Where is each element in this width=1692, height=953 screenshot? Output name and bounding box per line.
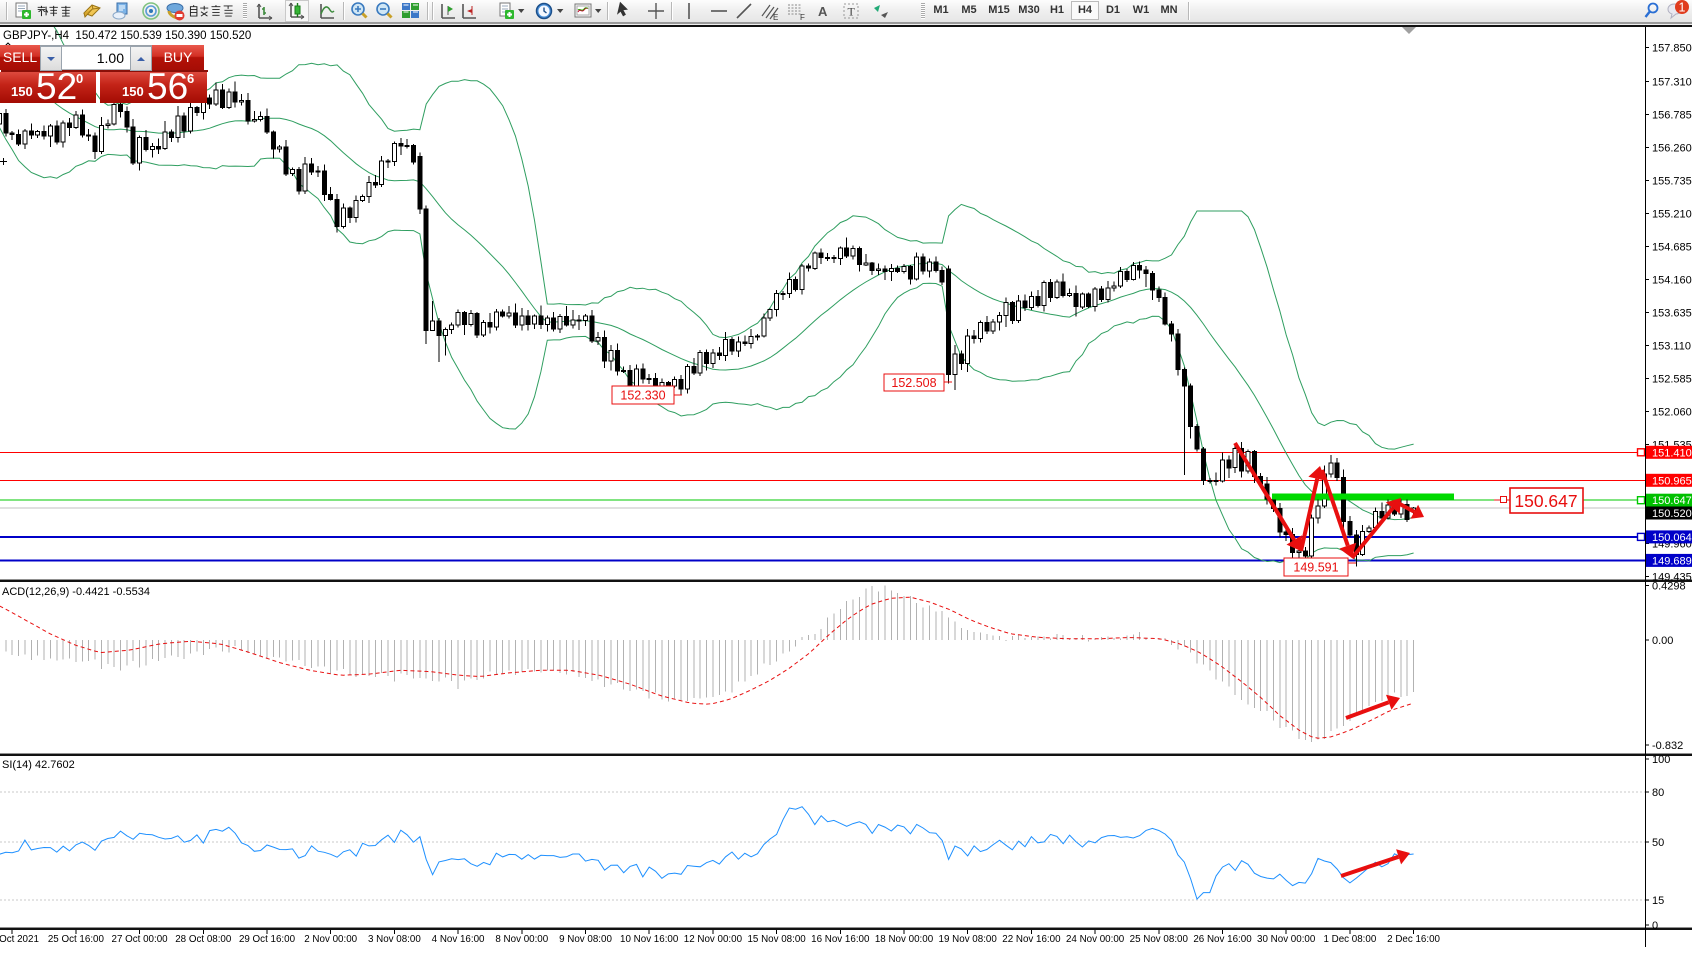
svg-text:149.591: 149.591 — [1293, 561, 1338, 575]
svg-text:0.4298: 0.4298 — [1652, 581, 1686, 593]
svg-text:T: T — [848, 5, 856, 19]
svg-text:153.110: 153.110 — [1652, 341, 1691, 353]
svg-text:150.520: 150.520 — [1652, 508, 1692, 520]
svg-text:16 Nov 16:00: 16 Nov 16:00 — [811, 934, 870, 945]
svg-text:150.647: 150.647 — [1514, 491, 1577, 511]
svg-text:151.410: 151.410 — [1652, 447, 1692, 459]
svg-text:80: 80 — [1652, 787, 1664, 799]
svg-text:150.965: 150.965 — [1652, 475, 1692, 487]
svg-text:152.330: 152.330 — [620, 389, 665, 403]
svg-text:154.685: 154.685 — [1652, 242, 1692, 254]
svg-text:153.635: 153.635 — [1652, 308, 1692, 320]
svg-text:19 Nov 08:00: 19 Nov 08:00 — [939, 934, 998, 945]
svg-text:24 Nov 00:00: 24 Nov 00:00 — [1066, 934, 1125, 945]
svg-text:GBPJPY-,H4 150.472 150.539 15: GBPJPY-,H4 150.472 150.539 150.390 150.5… — [3, 30, 251, 42]
svg-text:152.508: 152.508 — [891, 376, 936, 390]
svg-text:25 Oct 2021: 25 Oct 2021 — [0, 934, 39, 945]
svg-text:156.260: 156.260 — [1652, 143, 1692, 155]
svg-text:26 Nov 16:00: 26 Nov 16:00 — [1193, 934, 1252, 945]
svg-text:1: 1 — [1679, 1, 1686, 15]
svg-text:100: 100 — [1652, 754, 1670, 766]
svg-text:0.00: 0.00 — [1652, 635, 1673, 647]
svg-text:25 Nov 08:00: 25 Nov 08:00 — [1130, 934, 1189, 945]
svg-text:30 Nov 00:00: 30 Nov 00:00 — [1257, 934, 1316, 945]
svg-text:154.160: 154.160 — [1652, 275, 1692, 287]
svg-text:9 Nov 08:00: 9 Nov 08:00 — [559, 934, 612, 945]
svg-text:F: F — [800, 13, 805, 22]
svg-text:-0.832: -0.832 — [1652, 740, 1683, 752]
svg-text:156.785: 156.785 — [1652, 110, 1692, 122]
svg-text:149.435: 149.435 — [1652, 571, 1692, 583]
svg-text:E: E — [773, 13, 778, 22]
svg-text:15 Nov 08:00: 15 Nov 08:00 — [747, 934, 806, 945]
svg-text:27 Oct 00:00: 27 Oct 00:00 — [112, 934, 169, 945]
svg-text:10 Nov 16:00: 10 Nov 16:00 — [620, 934, 679, 945]
svg-text:157.850: 157.850 — [1652, 43, 1692, 55]
svg-text:12 Nov 00:00: 12 Nov 00:00 — [684, 934, 743, 945]
svg-text:4 Nov 16:00: 4 Nov 16:00 — [432, 934, 485, 945]
svg-text:18 Nov 00:00: 18 Nov 00:00 — [875, 934, 934, 945]
svg-text:149.689: 149.689 — [1652, 555, 1692, 567]
svg-text:155.735: 155.735 — [1652, 176, 1692, 188]
svg-text:150.647: 150.647 — [1652, 495, 1692, 507]
svg-text:25 Oct 16:00: 25 Oct 16:00 — [48, 934, 105, 945]
svg-text:15: 15 — [1652, 895, 1664, 907]
svg-text:157.310: 157.310 — [1652, 77, 1692, 89]
svg-text:1 Dec 08:00: 1 Dec 08:00 — [1323, 934, 1376, 945]
svg-text:2 Nov 00:00: 2 Nov 00:00 — [304, 934, 357, 945]
svg-text:ACD(12,26,9) -0.4421 -0.5534: ACD(12,26,9) -0.4421 -0.5534 — [2, 586, 150, 598]
svg-text:SI(14) 42.7602: SI(14) 42.7602 — [2, 759, 75, 771]
svg-text:3 Nov 08:00: 3 Nov 08:00 — [368, 934, 421, 945]
svg-text:155.210: 155.210 — [1652, 209, 1692, 221]
svg-text:150.064: 150.064 — [1652, 532, 1692, 544]
svg-text:152.585: 152.585 — [1652, 374, 1692, 386]
svg-text:2 Dec 16:00: 2 Dec 16:00 — [1387, 934, 1440, 945]
svg-text:0: 0 — [1652, 920, 1658, 932]
svg-text:28 Oct 08:00: 28 Oct 08:00 — [175, 934, 232, 945]
svg-text:50: 50 — [1652, 837, 1664, 849]
svg-text:152.060: 152.060 — [1652, 407, 1692, 419]
svg-text:22 Nov 16:00: 22 Nov 16:00 — [1002, 934, 1061, 945]
svg-text:29 Oct 16:00: 29 Oct 16:00 — [239, 934, 296, 945]
svg-text:8 Nov 00:00: 8 Nov 00:00 — [495, 934, 548, 945]
